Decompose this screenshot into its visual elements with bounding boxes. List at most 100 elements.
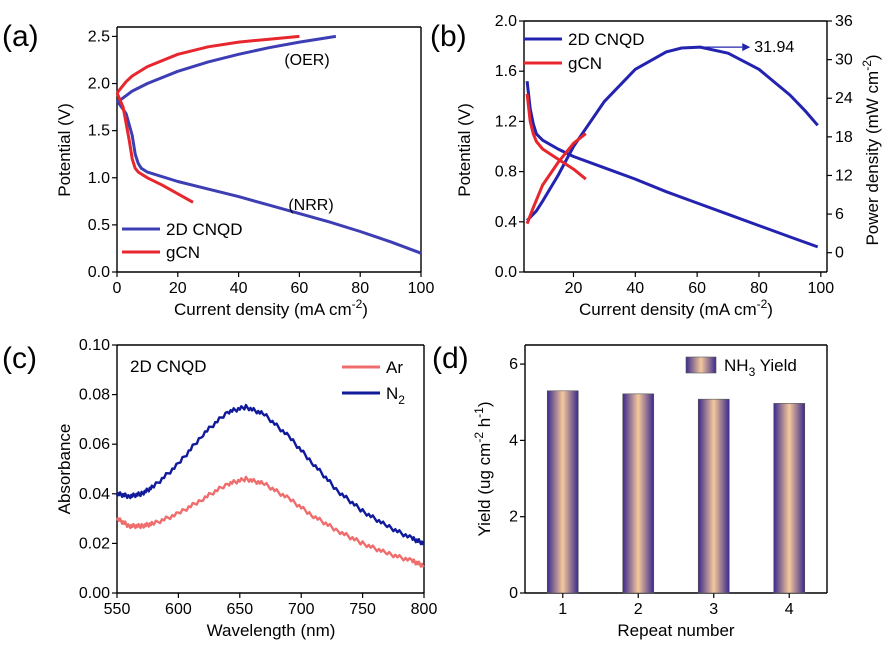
y-axis-label: Potential (V) — [55, 103, 74, 197]
y-tick-label: 0.5 — [88, 217, 110, 234]
x-tick-label: 100 — [807, 280, 834, 297]
legend-label: gCN — [568, 54, 602, 73]
y-label-part: Yield (ug cm — [475, 443, 494, 537]
legend-tail: Yield — [755, 356, 797, 375]
y-tick-label: 0.04 — [79, 486, 110, 503]
legend-text: 2D CNQD — [568, 30, 645, 49]
x-tick-label: 0 — [113, 280, 122, 297]
x-tick-label: 600 — [165, 601, 192, 618]
x-label-sup: -2 — [352, 297, 363, 311]
bar — [773, 403, 806, 594]
y2-tick-label: 6 — [835, 206, 844, 223]
bar — [622, 393, 655, 594]
x-tick-label: 40 — [230, 280, 248, 297]
y2-axis-label: Power density (mW cm-2) — [860, 54, 882, 245]
legend-text: 2D CNQD — [166, 220, 243, 239]
x-label-main: Current density (mA cm — [579, 300, 757, 319]
peak-label: 31.94 — [754, 39, 794, 56]
x-tick-label: 2 — [634, 601, 643, 618]
panel-b: 20 40 60 80 100 0.0 0.4 0.8 1.2 1.6 2.0 0 6 12 18 24 30 3… — [430, 13, 882, 319]
y-tick-label: 1.0 — [88, 170, 110, 187]
x-axis-label: Current density (mA cm-2) — [174, 297, 368, 319]
x-axis-label: Current density (mA cm-2) — [579, 297, 773, 319]
y-tick-label: 0.10 — [79, 337, 110, 354]
y-axis-label: Absorbance — [55, 424, 74, 515]
y-tick-label: 2.0 — [495, 13, 517, 30]
chart-title: 2D CNQD — [130, 357, 207, 376]
legend-label: Ar — [386, 358, 403, 377]
legend-label: NH3 Yield — [724, 356, 797, 379]
x-label-main: Current density (mA cm — [174, 300, 352, 319]
y-tick-label: 2.5 — [88, 28, 110, 45]
y2-tick-label: 0 — [835, 245, 844, 262]
annotation-nrr: (NRR) — [288, 197, 333, 214]
legend-text: gCN — [568, 54, 602, 73]
x-tick-label: 4 — [785, 601, 794, 618]
panel-label: (a) — [2, 20, 39, 53]
x-label-sup: -2 — [757, 297, 768, 311]
series-line — [115, 475, 425, 568]
series-line — [526, 45, 819, 222]
x-tick-label: 60 — [688, 280, 706, 297]
legend-label: gCN — [166, 243, 200, 262]
series-line — [116, 34, 337, 104]
x-label-close: ) — [362, 300, 368, 319]
x-tick-label: 800 — [411, 601, 438, 618]
x-tick-label: 20 — [565, 280, 583, 297]
x-tick-label: 20 — [169, 280, 187, 297]
y-tick-label: 0.00 — [79, 585, 110, 602]
y-tick-label: 1.2 — [495, 113, 517, 130]
y-tick-label: 0.02 — [79, 535, 110, 552]
y-tick-label: 1.6 — [495, 63, 517, 80]
x-tick-label: 100 — [408, 280, 435, 297]
y2-tick-label: 36 — [835, 13, 853, 30]
legend-text: Ar — [386, 358, 403, 377]
annotation-oer: (OER) — [284, 52, 329, 69]
series-line — [115, 403, 425, 546]
legend-text: gCN — [166, 243, 200, 262]
legend-subscript: 2 — [398, 393, 405, 407]
y-tick-label: 0.08 — [79, 387, 110, 404]
panel-a: 0 20 40 60 80 100 0.0 0.5 1.0 1.5 2.0 2.5 (a) Current… — [2, 20, 434, 319]
legend-label: 2D CNQD — [568, 30, 645, 49]
y-tick-label: 0.06 — [79, 436, 110, 453]
x-tick-label: 700 — [288, 601, 315, 618]
legend-subscript: 3 — [749, 365, 756, 379]
y2-tick-label: 18 — [835, 129, 853, 146]
y-axis-label: Yield (ug cm-2 h-1) — [472, 401, 494, 536]
y-label-part: h — [475, 418, 494, 432]
y2-tick-label: 12 — [835, 167, 853, 184]
series-line — [115, 34, 300, 94]
legend-label: N2 — [386, 384, 405, 407]
x-axis-label: Wavelength (nm) — [207, 621, 336, 640]
y-label-part: -1 — [472, 407, 486, 418]
panel-label: (c) — [2, 342, 37, 375]
x-tick-label: 750 — [349, 601, 376, 618]
y2-label-main: Power density (mW cm — [863, 71, 882, 246]
panel-c: 550 600 650 700 750 800 0.00 0.02 0.04 0.06 0.08 0.… — [2, 337, 437, 640]
y-tick-label: 4 — [509, 432, 518, 449]
y2-label-sup: -2 — [860, 60, 874, 71]
x-tick-label: 60 — [291, 280, 309, 297]
series-line — [115, 92, 194, 204]
y-tick-label: 0.0 — [495, 264, 517, 281]
y-tick-label: 0.8 — [495, 164, 517, 181]
x-tick-label: 1 — [558, 601, 567, 618]
series-line — [525, 93, 587, 181]
x-axis-label: Repeat number — [617, 621, 735, 640]
y-tick-label: 0.0 — [88, 264, 110, 281]
x-tick-label: 3 — [709, 601, 718, 618]
bar — [697, 398, 730, 594]
panel-label: (b) — [430, 20, 467, 53]
x-tick-label: 80 — [351, 280, 369, 297]
y-tick-label: 0 — [509, 585, 518, 602]
panel-label: (d) — [432, 342, 469, 375]
x-tick-label: 550 — [104, 601, 131, 618]
x-tick-label: 80 — [750, 280, 768, 297]
y-tick-label: 6 — [509, 356, 518, 373]
y-axis-label: Potential (V) — [455, 103, 474, 197]
legend-label: 2D CNQD — [166, 220, 243, 239]
legend-text: N — [386, 384, 398, 403]
series-line — [525, 81, 819, 249]
